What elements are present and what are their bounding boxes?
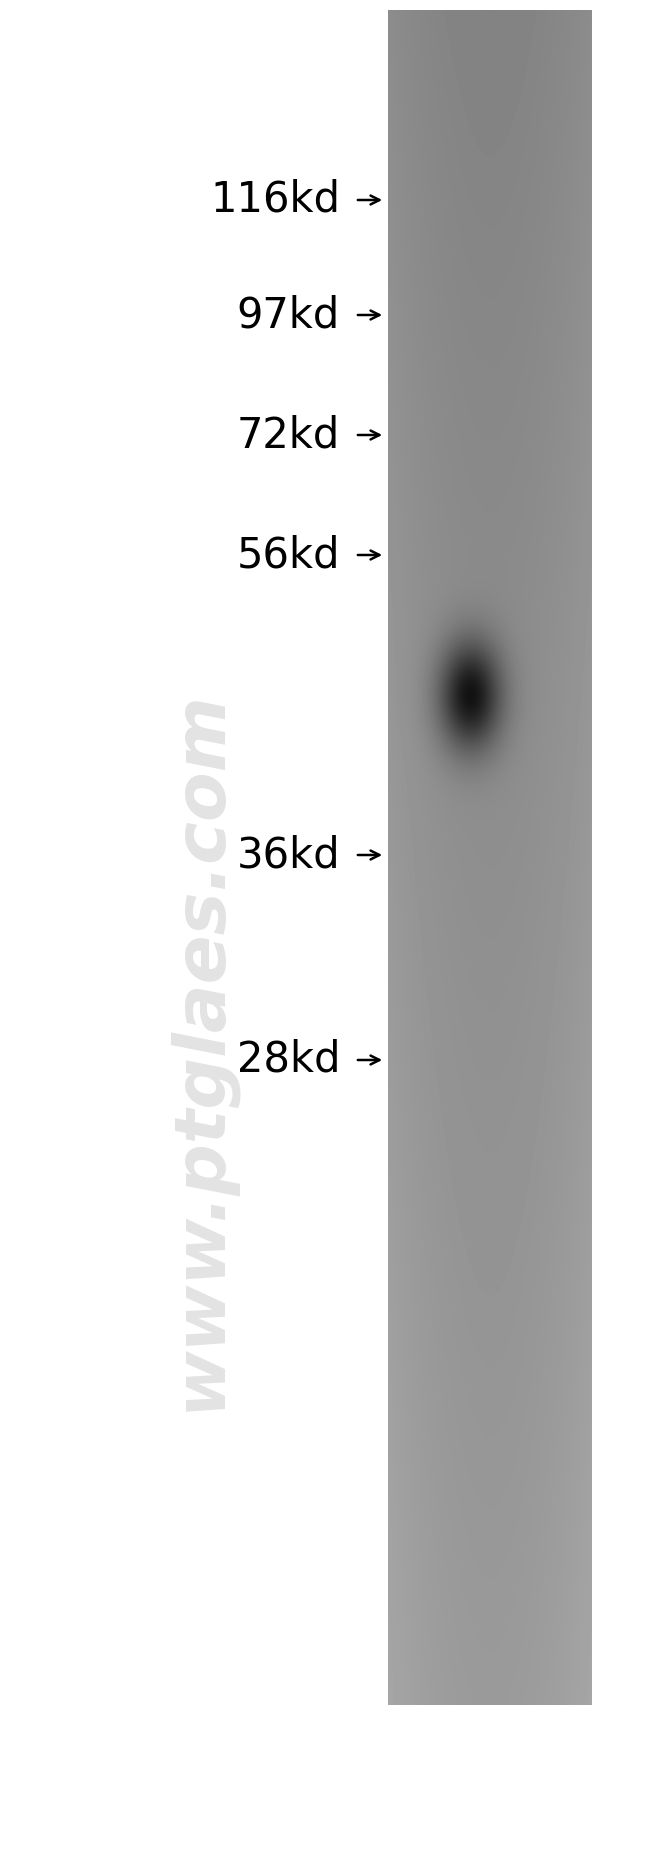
Text: www.ptglaes.com: www.ptglaes.com — [165, 688, 235, 1412]
Text: 56kd: 56kd — [237, 534, 340, 577]
Text: 116kd: 116kd — [210, 178, 340, 221]
Text: 72kd: 72kd — [237, 414, 340, 456]
Text: 28kd: 28kd — [237, 1039, 340, 1081]
Text: 36kd: 36kd — [237, 835, 340, 876]
Text: 97kd: 97kd — [237, 293, 340, 336]
